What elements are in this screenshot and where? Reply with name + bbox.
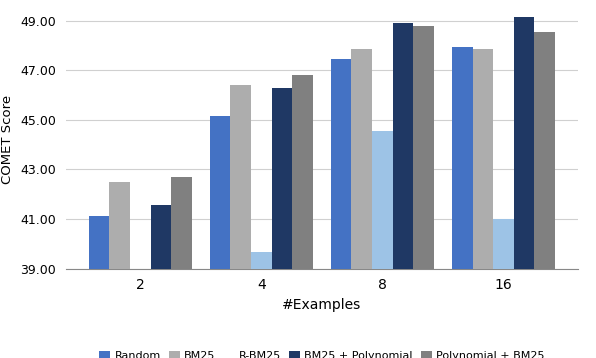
Bar — [110, 182, 130, 358]
Bar — [89, 217, 110, 358]
Bar — [210, 116, 231, 358]
Bar — [171, 177, 192, 358]
Y-axis label: COMET Score: COMET Score — [1, 95, 14, 184]
Bar — [331, 59, 352, 358]
Bar — [473, 49, 493, 358]
Bar — [514, 17, 534, 358]
Bar — [493, 219, 514, 358]
Bar — [452, 47, 473, 358]
Bar — [272, 88, 292, 358]
Bar — [251, 252, 272, 358]
Bar — [352, 49, 372, 358]
Bar — [292, 75, 313, 358]
Bar — [151, 205, 171, 358]
X-axis label: #Examples: #Examples — [283, 298, 361, 312]
Bar — [393, 23, 413, 358]
Bar — [534, 32, 555, 358]
Bar — [372, 131, 393, 358]
Legend: Random, BM25, R-BM25, BM25 + Polynomial, Polynomial + BM25: Random, BM25, R-BM25, BM25 + Polynomial,… — [95, 346, 549, 358]
Bar — [231, 85, 251, 358]
Bar — [413, 26, 434, 358]
